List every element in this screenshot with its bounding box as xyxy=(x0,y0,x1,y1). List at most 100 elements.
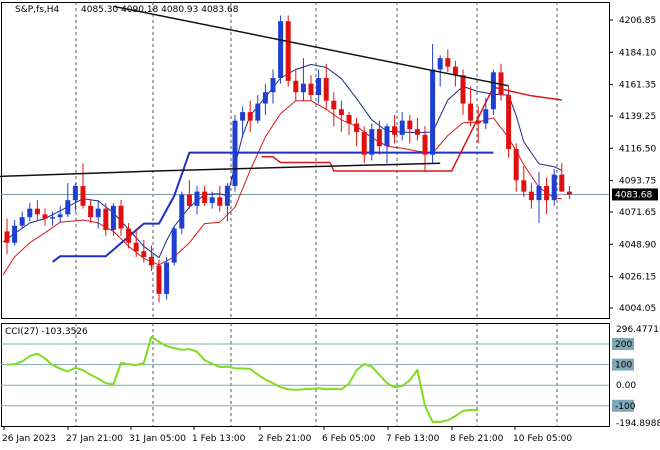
time-axis-label: 26 Jan 2023 xyxy=(2,434,56,444)
candle-body xyxy=(399,120,405,135)
candle-body xyxy=(331,100,337,110)
candle-body xyxy=(148,256,154,266)
bear-candle xyxy=(323,63,329,110)
candle-body xyxy=(194,191,200,206)
candle-body xyxy=(430,69,436,155)
cci-label: CCI(27) -103.3526 xyxy=(5,327,88,337)
bear-candle xyxy=(118,200,124,236)
bear-candle xyxy=(308,75,314,101)
cci-axis-label: -194.8988 xyxy=(616,419,660,429)
fast-moving-average-line xyxy=(2,64,563,259)
bull-candle xyxy=(300,58,306,101)
bull-candle xyxy=(437,55,443,87)
bull-candle xyxy=(209,191,215,209)
price-tick-label: 4004.05 xyxy=(619,304,656,314)
bull-candle xyxy=(384,123,390,164)
candle-body xyxy=(407,120,413,130)
stop-step-line xyxy=(261,86,562,172)
time-axis-label: 31 Jan 05:00 xyxy=(129,434,186,444)
bull-candle xyxy=(551,168,557,206)
bear-candle xyxy=(34,200,40,221)
candle-body xyxy=(240,112,246,121)
bear-candle xyxy=(521,166,527,198)
bear-candle xyxy=(392,114,398,144)
bull-candle xyxy=(19,211,25,229)
bull-candle xyxy=(50,211,56,226)
bear-candle xyxy=(559,163,565,192)
candle-body xyxy=(133,242,139,252)
candle-body xyxy=(57,214,63,218)
time-axis-label: 10 Feb 05:00 xyxy=(513,434,572,444)
candle-body xyxy=(232,120,238,186)
bull-candle xyxy=(262,83,268,115)
candle-body xyxy=(4,231,10,243)
bull-candle xyxy=(278,15,284,84)
cci-level-box xyxy=(612,399,634,412)
candle-body xyxy=(72,185,78,201)
candle-body xyxy=(156,265,162,294)
candle-body xyxy=(141,251,147,257)
bull-candle xyxy=(316,69,322,104)
bull-candle xyxy=(95,200,101,229)
candle-body xyxy=(346,114,352,124)
bear-candle xyxy=(88,200,94,223)
bull-candle xyxy=(65,183,71,218)
bear-candle xyxy=(285,15,291,87)
price-tick-label: 4048.90 xyxy=(619,240,656,250)
candle-body xyxy=(551,174,557,201)
bull-candle xyxy=(57,205,63,223)
cci-level-box xyxy=(612,338,634,350)
price-tick-label: 4071.65 xyxy=(619,208,656,218)
candle-body xyxy=(308,83,314,96)
candle-body xyxy=(247,112,253,121)
candle-body xyxy=(224,185,230,206)
current-price-label: 4083.68 xyxy=(615,190,652,200)
candle-body xyxy=(445,58,451,67)
candle-body xyxy=(42,214,48,219)
candle-body xyxy=(110,205,116,230)
bear-candle xyxy=(4,218,10,255)
bear-candle xyxy=(361,126,367,164)
candle-body xyxy=(460,75,466,104)
candle-body xyxy=(19,217,25,226)
candle-body xyxy=(422,134,428,155)
bull-candle xyxy=(270,69,276,104)
bear-candle xyxy=(468,86,474,127)
candle-body xyxy=(27,208,33,218)
bull-candle xyxy=(72,183,78,212)
price-tick-label: 4161.35 xyxy=(619,81,656,91)
candle-body xyxy=(186,194,192,206)
bull-candle xyxy=(27,202,33,222)
bear-candle xyxy=(247,100,253,132)
cci-axis-label: 0.00 xyxy=(616,381,636,391)
bear-candle xyxy=(141,239,147,263)
price-tick-label: 4206.85 xyxy=(619,16,656,26)
bull-candle xyxy=(179,191,185,235)
price-tick-label: 4093.75 xyxy=(619,177,656,187)
bear-candle xyxy=(513,143,519,192)
time-axis-label: 27 Jan 21:00 xyxy=(66,434,123,444)
candle-body xyxy=(490,72,496,110)
bear-candle xyxy=(566,185,572,199)
candle-body xyxy=(468,103,474,121)
bear-candle xyxy=(528,183,534,209)
candle-body xyxy=(209,197,215,203)
bear-candle xyxy=(331,92,337,127)
bull-candle xyxy=(232,114,238,192)
bear-candle xyxy=(376,120,382,155)
candle-body xyxy=(437,58,443,70)
candle-body xyxy=(179,194,185,229)
candle-body xyxy=(255,103,261,121)
candle-body xyxy=(354,123,360,132)
cci-pane-frame xyxy=(1,323,610,427)
cci-axis-label: 296.4771 xyxy=(616,325,659,335)
candle-body xyxy=(559,174,565,192)
bear-candle xyxy=(506,86,512,158)
candle-body xyxy=(323,78,329,101)
bear-candle xyxy=(42,208,48,226)
candle-body xyxy=(103,208,109,230)
bear-candle xyxy=(338,100,344,132)
bear-candle xyxy=(475,106,481,144)
candle-body xyxy=(536,185,542,201)
